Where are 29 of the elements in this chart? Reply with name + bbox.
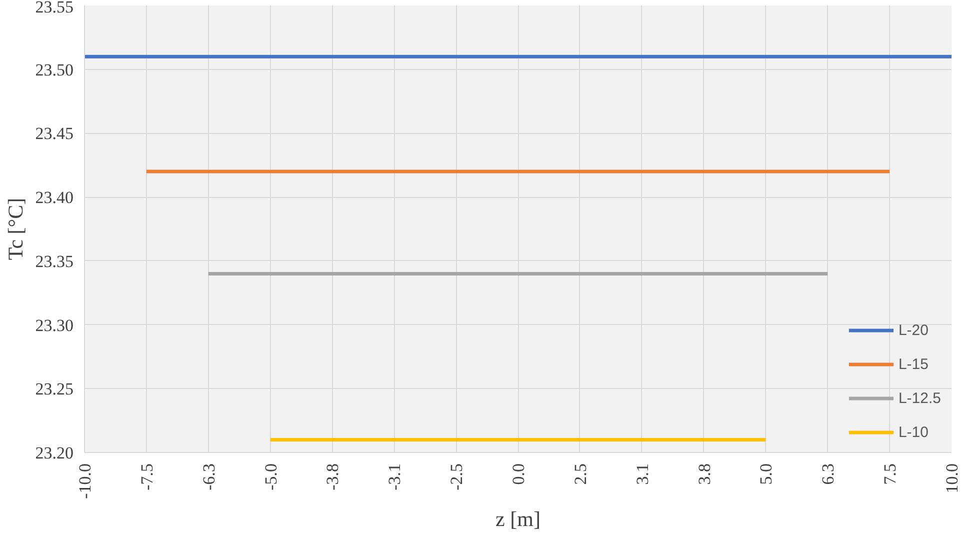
y-tick-label: 23.35 [35, 252, 74, 271]
legend-label: L-15 [898, 356, 928, 372]
x-tick-label: 3.8 [694, 464, 714, 485]
y-tick-label: 23.30 [35, 316, 74, 335]
y-tick-label: 23.20 [35, 444, 74, 462]
x-tick-label: -3.8 [323, 463, 342, 490]
x-tick-label: -6.3 [199, 463, 218, 490]
x-tick-label: -2.5 [447, 463, 466, 490]
x-tick-label: -10.0 [76, 463, 94, 499]
y-tick-label: 23.50 [35, 60, 74, 80]
legend-label: L-10 [898, 424, 928, 440]
x-tick-label: -7.5 [137, 463, 156, 490]
x-tick-label: 10.0 [942, 464, 961, 494]
x-tick-label: -3.1 [385, 463, 404, 490]
legend-label: L-20 [898, 322, 928, 338]
x-tick-label: 2.5 [570, 464, 590, 485]
x-axis-title: z [m] [496, 506, 540, 531]
y-axis-title: Tc [°C] [3, 198, 28, 260]
x-tick-label: 6.3 [818, 464, 838, 485]
y-tick-label: 23.40 [35, 188, 74, 208]
y-tick-label: 23.25 [35, 380, 74, 399]
y-tick-label: 23.45 [35, 124, 74, 144]
y-tick-label: 23.55 [35, 0, 74, 16]
legend-label: L-12.5 [898, 390, 941, 406]
x-tick-label: 7.5 [880, 464, 900, 485]
x-tick-label: 0.0 [509, 464, 528, 485]
x-tick-label: -5.0 [261, 463, 280, 490]
x-tick-label: 3.1 [632, 464, 652, 485]
x-tick-label: 5.0 [756, 464, 776, 485]
